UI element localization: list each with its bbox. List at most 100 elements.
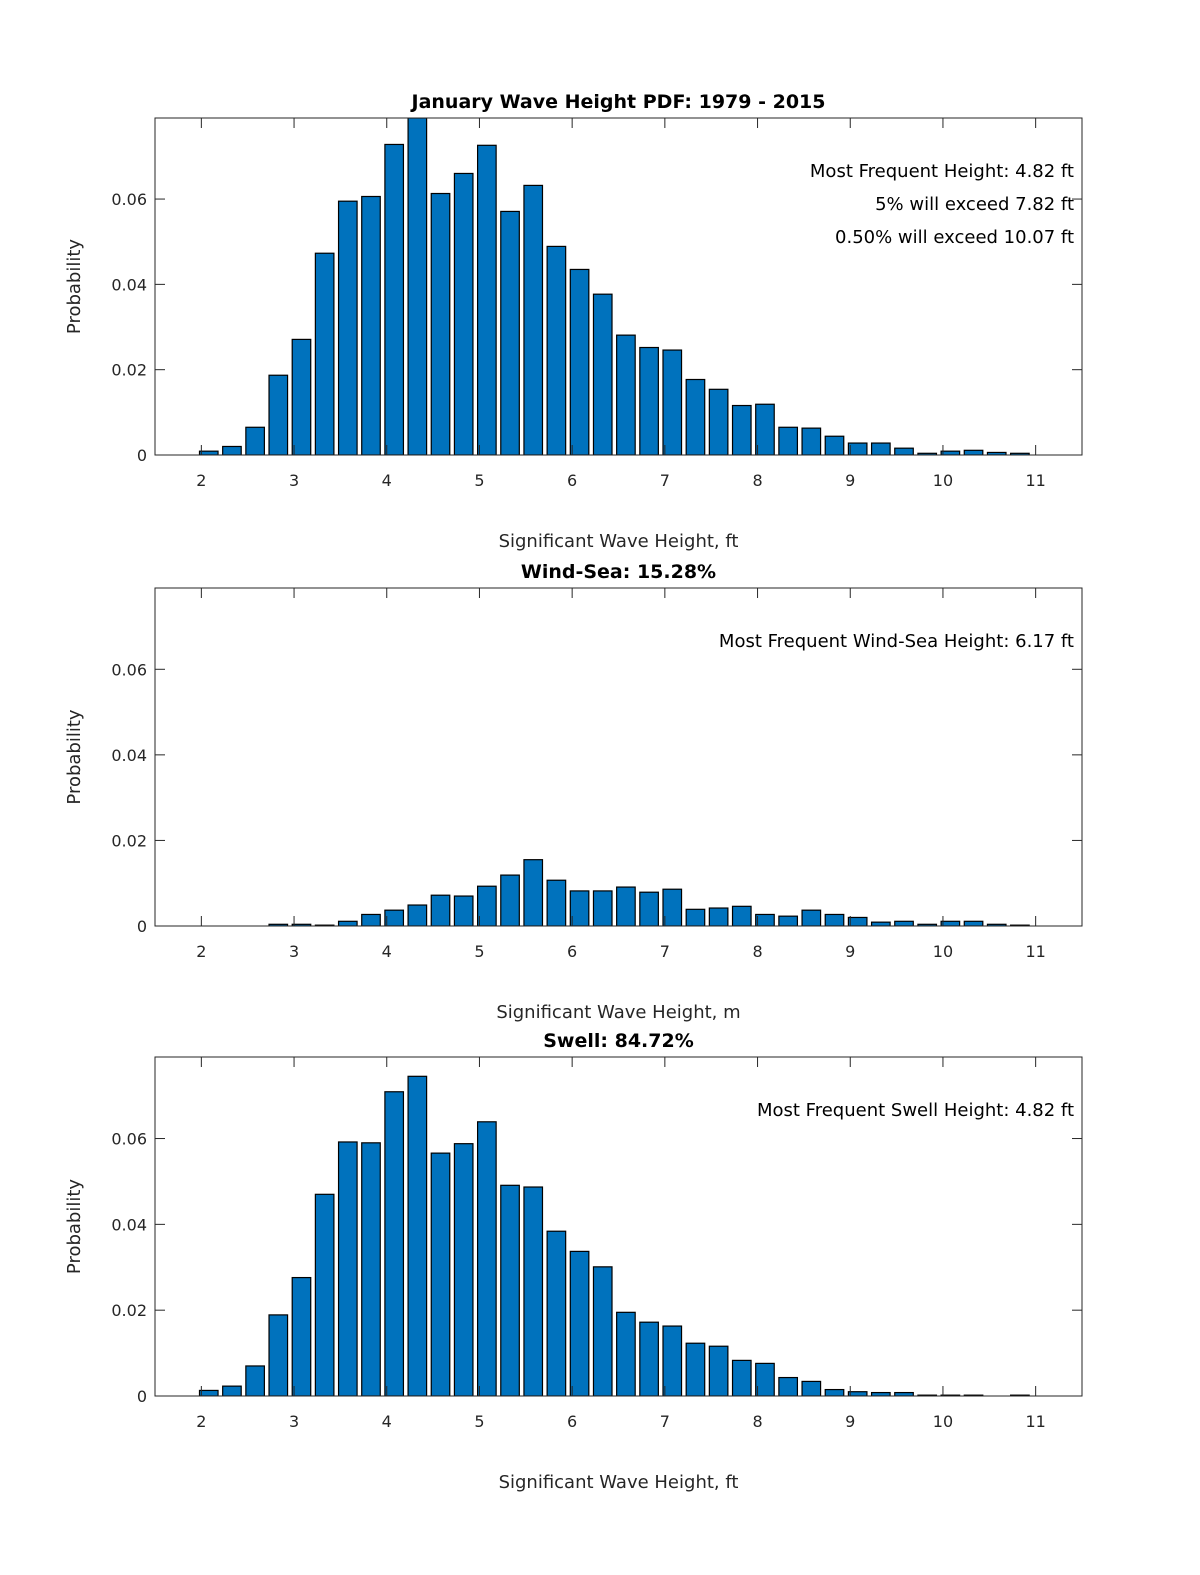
bar bbox=[337, 920, 358, 926]
bar bbox=[639, 1321, 659, 1396]
bar bbox=[523, 1186, 544, 1396]
x-tick-label: 3 bbox=[289, 471, 299, 490]
y-tick-label: 0.04 bbox=[111, 746, 147, 765]
bar bbox=[198, 450, 219, 455]
x-tick-label: 4 bbox=[382, 942, 392, 961]
x-tick-label: 8 bbox=[752, 1412, 762, 1431]
x-tick-label: 6 bbox=[567, 471, 577, 490]
x-tick-label: 5 bbox=[474, 471, 484, 490]
x-tick-label: 10 bbox=[933, 1412, 953, 1431]
bar bbox=[685, 1342, 706, 1396]
bar bbox=[940, 450, 961, 455]
bar bbox=[268, 1314, 289, 1396]
bar bbox=[778, 915, 799, 926]
bar bbox=[755, 913, 775, 926]
bar bbox=[639, 346, 659, 455]
x-axis-label: Significant Wave Height, m bbox=[496, 1002, 740, 1023]
bar bbox=[870, 1391, 891, 1396]
y-tick-label: 0.04 bbox=[111, 275, 147, 294]
bar bbox=[523, 859, 544, 926]
bar bbox=[222, 1385, 242, 1396]
chart-panel-3: 2 3 4 5 6 7 8 9 10 11 0 0.02 0.04 0.06 Swell: 84.72% Si… bbox=[64, 1030, 1083, 1493]
bar bbox=[569, 890, 590, 926]
bar bbox=[708, 907, 729, 926]
bar bbox=[430, 1152, 451, 1396]
bar bbox=[592, 1266, 613, 1396]
bar bbox=[222, 445, 242, 455]
bar bbox=[500, 210, 520, 455]
bar bbox=[662, 349, 683, 455]
bar bbox=[453, 895, 474, 926]
bar bbox=[917, 923, 938, 926]
x-tick-label: 3 bbox=[289, 942, 299, 961]
bar-group bbox=[268, 859, 1030, 926]
bar bbox=[616, 334, 636, 455]
bar bbox=[500, 1184, 520, 1396]
x-tick-label: 8 bbox=[752, 942, 762, 961]
bar bbox=[755, 1362, 775, 1396]
bar bbox=[685, 908, 706, 926]
chart-panel-2: 2 3 4 5 6 7 8 9 10 11 0 0.02 0.04 0.06 Wind-Sea: 15.28… bbox=[64, 561, 1083, 1023]
bar bbox=[616, 886, 636, 926]
bar bbox=[476, 885, 497, 926]
y-tick-label: 0.02 bbox=[111, 361, 147, 380]
annotation-text: 5% will exceed 7.82 ft bbox=[875, 194, 1074, 215]
bar bbox=[986, 923, 1007, 926]
x-axis-label: Significant Wave Height, ft bbox=[499, 1472, 739, 1493]
x-tick-label: 8 bbox=[752, 471, 762, 490]
bar bbox=[314, 252, 335, 455]
bar bbox=[430, 192, 451, 455]
bar bbox=[476, 144, 497, 455]
x-tick-label: 11 bbox=[1025, 1412, 1045, 1431]
y-tick-label: 0 bbox=[137, 917, 147, 936]
y-tick-label: 0.04 bbox=[111, 1215, 147, 1234]
bar bbox=[291, 923, 312, 926]
bar bbox=[662, 1325, 683, 1396]
x-tick-label: 2 bbox=[196, 471, 206, 490]
bar bbox=[847, 916, 868, 926]
x-tick-label: 7 bbox=[660, 471, 670, 490]
plot-frame bbox=[154, 587, 1083, 927]
annotation-text: Most Frequent Height: 4.82 ft bbox=[810, 161, 1074, 182]
y-tick-label: 0.06 bbox=[111, 1130, 147, 1149]
bar bbox=[361, 1142, 381, 1396]
bar bbox=[731, 1359, 752, 1396]
bar bbox=[778, 426, 799, 455]
bar bbox=[592, 890, 613, 926]
y-tick-label: 0.02 bbox=[111, 831, 147, 850]
bar bbox=[268, 374, 289, 455]
bar bbox=[963, 449, 984, 455]
bar bbox=[801, 427, 822, 455]
bar bbox=[824, 1388, 845, 1396]
bar bbox=[453, 1143, 474, 1396]
bar bbox=[245, 426, 265, 455]
x-tick-label: 7 bbox=[660, 1412, 670, 1431]
x-tick-label: 10 bbox=[933, 471, 953, 490]
x-tick-label: 2 bbox=[196, 942, 206, 961]
x-tick-label: 4 bbox=[382, 1412, 392, 1431]
y-tick-label: 0.06 bbox=[111, 190, 147, 209]
bar bbox=[384, 143, 405, 455]
bar bbox=[870, 921, 891, 926]
bar bbox=[337, 1141, 358, 1396]
bar bbox=[894, 447, 914, 455]
bar bbox=[662, 888, 683, 926]
bar bbox=[500, 874, 520, 926]
chart-title: Swell: 84.72% bbox=[543, 1030, 694, 1052]
x-tick-label: 11 bbox=[1025, 942, 1045, 961]
bar bbox=[546, 245, 567, 455]
bar bbox=[337, 200, 358, 455]
annotation-text: Most Frequent Wind-Sea Height: 6.17 ft bbox=[719, 631, 1074, 652]
plot-frame bbox=[154, 117, 1083, 456]
bar bbox=[476, 1121, 497, 1396]
x-tick-label: 3 bbox=[289, 1412, 299, 1431]
bar bbox=[639, 891, 659, 926]
bar bbox=[453, 172, 474, 455]
x-tick-label: 9 bbox=[845, 1412, 855, 1431]
x-tick-label: 9 bbox=[845, 942, 855, 961]
y-axis-label: Probability bbox=[64, 1179, 85, 1274]
bar bbox=[685, 378, 706, 455]
bar bbox=[963, 920, 984, 926]
bar bbox=[847, 1391, 868, 1396]
